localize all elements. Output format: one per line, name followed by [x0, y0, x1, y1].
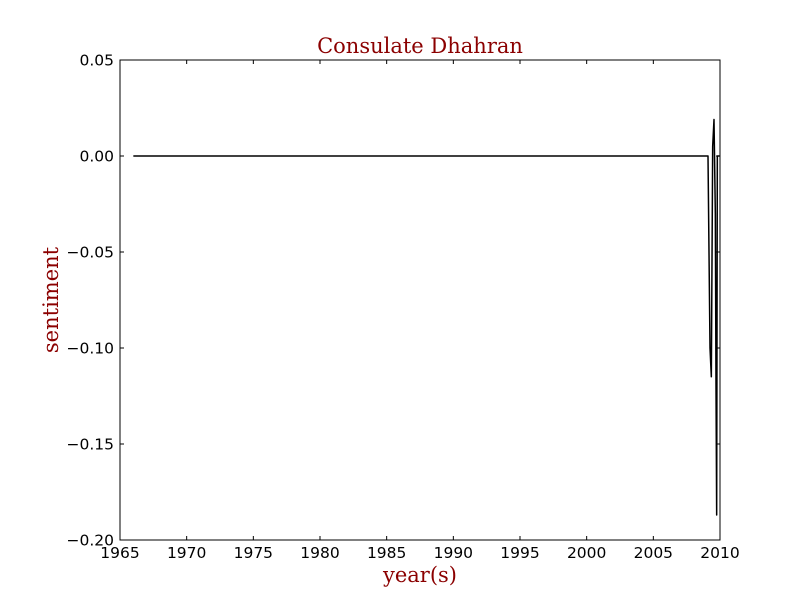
x-axis-label: year(s) [382, 563, 457, 587]
x-tick-label: 1975 [234, 544, 273, 562]
y-tick-label: 0.05 [79, 52, 114, 70]
x-ticks: 1965 1970 1975 1980 1985 1990 1995 2000 2005 2010 [100, 60, 740, 562]
y-ticks: 0.05 0.00 −0.05 −0.10 −0.15 −0.20 [67, 52, 720, 550]
axes-frame [119, 59, 721, 541]
x-tick-label: 1985 [367, 544, 406, 562]
plot-area: 1965 1970 1975 1980 1985 1990 1995 2000 2005 2010… [67, 52, 740, 563]
x-tick-label: 1995 [500, 544, 539, 562]
y-tick-label: −0.10 [67, 340, 115, 358]
y-axis-label: sentiment [39, 246, 63, 353]
x-tick-label: 2010 [700, 544, 739, 562]
y-tick-label: −0.20 [67, 532, 115, 550]
x-tick-label: 1980 [300, 544, 339, 562]
y-tick-label: 0.00 [79, 148, 114, 166]
chart-title: Consulate Dhahran [317, 34, 523, 58]
x-tick-label: 2005 [634, 544, 673, 562]
x-tick-label: 2000 [567, 544, 606, 562]
y-tick-label: −0.15 [67, 436, 115, 454]
x-tick-label: 1970 [167, 544, 206, 562]
x-tick-label: 1990 [434, 544, 473, 562]
y-tick-label: −0.05 [67, 244, 115, 262]
x-tick-label: 1965 [100, 544, 139, 562]
